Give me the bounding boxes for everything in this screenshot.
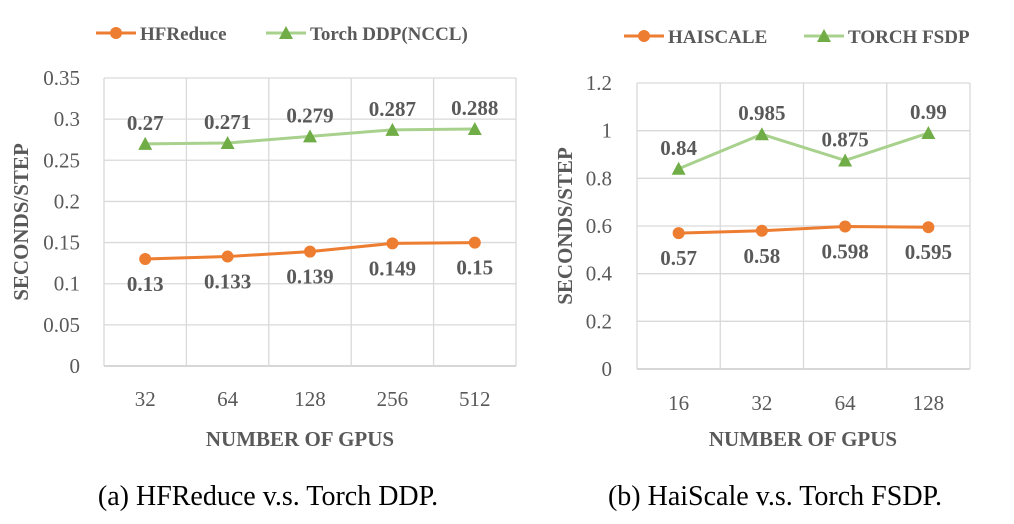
data-label: 0.288: [451, 96, 498, 120]
data-label: 0.139: [286, 265, 333, 289]
x-tick-label: 32: [751, 391, 772, 415]
x-tick-label: 64: [835, 391, 857, 415]
legend-marker: [279, 26, 293, 39]
legend-marker: [817, 29, 831, 42]
data-label: 0.133: [204, 270, 251, 294]
x-tick-label: 128: [913, 391, 945, 415]
data-label: 0.84: [660, 136, 697, 160]
data-point: [467, 122, 482, 136]
data-label: 0.271: [204, 110, 251, 134]
data-point: [838, 153, 853, 167]
legend-entry: Torch DDP(NCCL): [266, 24, 468, 45]
data-label: 0.287: [369, 97, 416, 121]
series-line: [678, 224, 929, 235]
legend-entry: HFReduce: [96, 24, 227, 45]
y-tick-label: 0.4: [586, 262, 613, 286]
data-point: [386, 237, 399, 250]
y-tick-label: 0.05: [43, 313, 80, 337]
y-axis-title: SECONDS/STEP: [553, 147, 577, 305]
y-tick-label: 0: [70, 354, 81, 378]
data-point: [138, 136, 153, 150]
legend-marker: [638, 30, 650, 42]
data-label: 0.15: [456, 256, 493, 280]
data-point: [303, 129, 317, 143]
legend-label: HFReduce: [140, 24, 227, 45]
data-label: 0.598: [822, 239, 869, 263]
data-label: 0.985: [738, 101, 785, 125]
legend-marker: [110, 27, 122, 39]
x-tick-label: 64: [217, 387, 239, 411]
y-tick-label: 0.25: [43, 148, 80, 172]
y-tick-label: 1: [602, 119, 613, 143]
y-tick-label: 0.2: [586, 309, 612, 333]
y-tick-label: 0.6: [586, 214, 612, 238]
y-tick-label: 0.15: [43, 231, 80, 255]
y-tick-label: 1.2: [586, 71, 612, 95]
legend-label: HAISCALE: [668, 27, 767, 48]
x-tick-label: 256: [377, 387, 409, 411]
x-tick-label: 16: [668, 391, 689, 415]
y-axis-title: SECONDS/STEP: [9, 143, 33, 301]
series-orange: 0.13 0.133 0.139 0.149 0.15: [127, 236, 493, 296]
legend-label: Torch DDP(NCCL): [310, 24, 468, 45]
data-point: [220, 136, 235, 150]
data-point: [304, 245, 316, 258]
data-point: [839, 220, 852, 233]
data-point: [385, 122, 400, 136]
data-label: 0.875: [822, 127, 869, 151]
data-point: [754, 127, 769, 141]
data-label: 0.99: [910, 100, 947, 124]
data-label: 0.58: [744, 244, 781, 268]
y-tick-label: 0.2: [54, 189, 80, 213]
figure-caption: (b) HaiScale v.s. Torch FSDP.: [608, 481, 942, 512]
y-tick-label: 0: [602, 357, 613, 381]
data-label: 0.57: [660, 246, 697, 270]
x-axis-title: NUMBER OF GPUS: [709, 427, 897, 451]
series-orange: 0.57 0.58 0.598 0.595: [660, 220, 952, 270]
data-point: [139, 253, 152, 266]
legend-entry: TORCH FSDP: [804, 27, 970, 48]
data-point: [671, 161, 686, 175]
data-label: 0.595: [905, 240, 952, 264]
y-tick-label: 0.1: [54, 272, 80, 296]
data-label: 0.149: [369, 256, 416, 280]
x-tick-label: 128: [294, 387, 326, 411]
x-axis-title: NUMBER OF GPUS: [206, 427, 394, 451]
chart-a: 0 0.05 0.1 0.15 0.2 0.25 0.3 0.35 32 64 128 256 512 N…: [9, 24, 517, 512]
legend-entry: HAISCALE: [624, 27, 767, 48]
data-point: [221, 250, 234, 263]
data-point: [921, 126, 936, 140]
chart-b: 0 0.2 0.4 0.6 0.8 1 1.2 16 32 64 128 NUMBER OF GPUS…: [553, 27, 971, 512]
y-tick-label: 0.3: [54, 107, 80, 131]
figure-caption: (a) HFReduce v.s. Torch DDP.: [98, 481, 438, 512]
data-point: [672, 227, 685, 240]
legend-label: TORCH FSDP: [848, 27, 970, 48]
x-tick-label: 512: [459, 387, 491, 411]
data-label: 0.27: [127, 111, 164, 135]
y-tick-label: 0.35: [43, 66, 80, 90]
data-point: [755, 224, 768, 237]
series-line: [678, 131, 929, 171]
data-label: 0.13: [127, 272, 164, 296]
series-green: 0.27 0.271 0.279 0.287 0.288: [127, 96, 498, 150]
data-point: [922, 221, 935, 234]
x-tick-label: 32: [135, 387, 156, 411]
y-tick-label: 0.8: [586, 166, 612, 190]
series-green: 0.84 0.985 0.875 0.99: [660, 100, 947, 175]
data-label: 0.279: [286, 103, 333, 127]
data-point: [468, 236, 481, 249]
